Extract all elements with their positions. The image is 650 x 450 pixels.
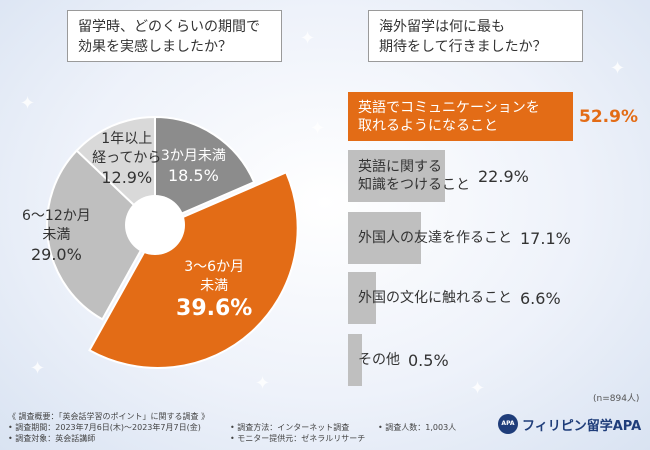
sparkle-icon: ✦ — [255, 373, 271, 394]
bar-label: 外国人の友達を作ること — [358, 229, 512, 247]
apa-logo-icon: APA — [498, 414, 518, 434]
sparkle-icon: ✦ — [610, 58, 626, 79]
footer-summary: 《 調査概要：「英会話学習のポイント」に関する調査 》 — [8, 412, 210, 421]
footer-period: • 調査期間：2023年7月6日(木)〜2023年7月7日(金) — [8, 423, 201, 432]
sparkle-icon: ✦ — [470, 378, 486, 399]
footer-target: • 調査対象：英会話講師 — [8, 434, 96, 443]
bar-row: 英語に関する知識をつけること 22.9% — [348, 150, 648, 202]
pie-slice-label: 3か月未満 18.5% — [161, 147, 226, 186]
bar-question-line: 海外留学は何に最も — [379, 19, 505, 35]
pie-slice-name: 経ってから — [92, 149, 162, 166]
bar-label: 英語に関する知識をつけること — [358, 158, 470, 194]
pie-question-box: 留学時、どのくらいの期間で 効果を実感しましたか？ — [67, 10, 282, 62]
pie-slice-label: 1年以上経ってから 12.9% — [92, 130, 161, 188]
bar-value: 17.1% — [520, 228, 571, 248]
bar-label-line: 知識をつけること — [358, 177, 470, 193]
sparkle-icon: ✦ — [20, 93, 36, 114]
bar — [348, 334, 362, 386]
bar — [348, 150, 446, 202]
pie-slice-label: 6〜12か月 未満 29.0% — [22, 207, 91, 265]
bar-value: 22.9% — [478, 166, 529, 186]
donut-hole — [125, 195, 185, 255]
pie-slice-name: 1年以上 — [101, 130, 153, 147]
pie-slice-name: 未満 — [200, 278, 229, 295]
bar-label-line: 取れるようになること — [358, 117, 498, 134]
bar-value: 52.9% — [579, 106, 638, 127]
pie-slice-name: 3か月未満 — [160, 147, 226, 164]
pie-slice — [154, 115, 256, 227]
footer-method: • 調査方法：インターネット調査 — [230, 423, 350, 432]
brand-name: フィリピン留学APA — [522, 418, 642, 434]
bar-question-line: 期待をして行きましたか？ — [379, 39, 547, 55]
sparkle-icon: ✦ — [310, 118, 326, 139]
pie-slice — [46, 149, 157, 321]
pie-slice-name: 6〜12か月 — [22, 207, 91, 224]
bar-question-box: 海外留学は何に最も 期待をして行きましたか？ — [368, 10, 583, 62]
bar-label: 英語でコミュニケーションを 取れるようになること — [358, 99, 540, 135]
bar — [348, 212, 421, 264]
pie-slice-value: 18.5% — [167, 165, 219, 185]
bar-label: その他 — [358, 351, 400, 369]
pie-slice-value: 12.9% — [101, 167, 153, 187]
bar-row: 英語でコミュニケーションを 取れるようになること 52.9% — [348, 92, 648, 141]
brand-logo[interactable]: APA フィリピン留学APA — [498, 414, 641, 434]
bar-label-line: その他 — [358, 352, 400, 368]
footer-monitor: • モニター提供元：ゼネラルリサーチ — [230, 434, 366, 443]
pie-slice — [88, 171, 299, 369]
pie-slice-name: 3〜6か月 — [184, 259, 245, 276]
sparkle-icon: ✦ — [30, 358, 46, 379]
pie-slice-value: 29.0% — [30, 244, 82, 264]
pie-slice-value: 39.6% — [176, 296, 253, 322]
sample-size-note: (n=894人) — [593, 394, 640, 404]
sparkle-icon: ✦ — [300, 28, 316, 49]
bar-value: 0.5% — [408, 350, 449, 370]
pie-slice — [75, 115, 156, 228]
bar — [348, 92, 573, 141]
bar-label: 外国の文化に触れること — [358, 289, 512, 307]
bar-label-line: 英語でコミュニケーションを — [358, 99, 540, 116]
pie-slice-name: 未満 — [42, 226, 71, 243]
pie-question-line: 効果を実感しましたか？ — [78, 39, 232, 55]
bar-label-line: 外国人の友達を作ること — [358, 230, 512, 246]
pie-slice-label: 3〜6か月未満 39.6% — [176, 258, 252, 322]
bar — [348, 272, 377, 324]
bar-value: 6.6% — [520, 288, 561, 308]
bar-label-line: 外国の文化に触れること — [358, 290, 512, 306]
bar-label-line: 英語に関する — [358, 159, 442, 175]
footer-count: • 調査人数：1,003人 — [378, 423, 457, 432]
pie-question-line: 留学時、どのくらいの期間で — [78, 19, 260, 35]
bar-row: その他 0.5% — [348, 334, 648, 386]
survey-footer: 《 調査概要：「英会話学習のポイント」に関する調査 》 • 調査期間：2023年… — [8, 411, 498, 449]
bar-row: 外国の文化に触れること 6.6% — [348, 272, 648, 324]
bar-row: 外国人の友達を作ること 17.1% — [348, 212, 648, 264]
